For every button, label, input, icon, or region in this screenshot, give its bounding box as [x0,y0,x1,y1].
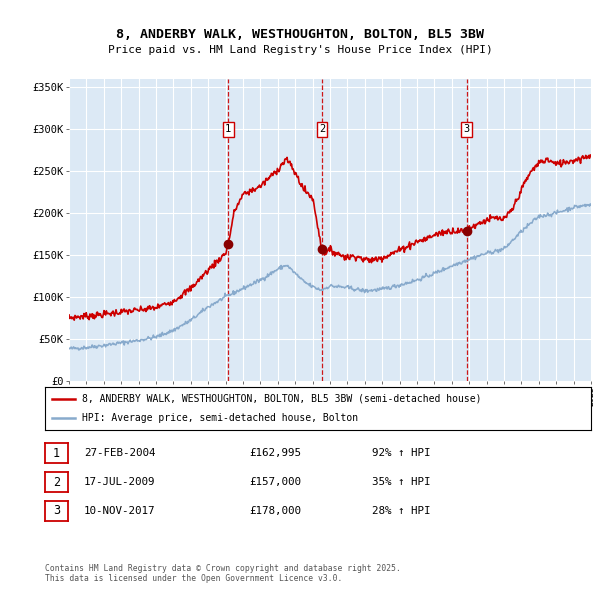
Text: 1: 1 [225,124,232,135]
Text: 8, ANDERBY WALK, WESTHOUGHTON, BOLTON, BL5 3BW: 8, ANDERBY WALK, WESTHOUGHTON, BOLTON, B… [116,28,484,41]
Text: Price paid vs. HM Land Registry's House Price Index (HPI): Price paid vs. HM Land Registry's House … [107,45,493,54]
Text: 35% ↑ HPI: 35% ↑ HPI [372,477,431,487]
Text: HPI: Average price, semi-detached house, Bolton: HPI: Average price, semi-detached house,… [82,413,358,423]
Text: 27-FEB-2004: 27-FEB-2004 [84,448,155,458]
Text: £178,000: £178,000 [249,506,301,516]
Text: 28% ↑ HPI: 28% ↑ HPI [372,506,431,516]
Text: 17-JUL-2009: 17-JUL-2009 [84,477,155,487]
Text: 3: 3 [464,124,470,135]
Text: 3: 3 [53,504,60,517]
Text: 1: 1 [53,447,60,460]
Text: 92% ↑ HPI: 92% ↑ HPI [372,448,431,458]
Text: 10-NOV-2017: 10-NOV-2017 [84,506,155,516]
Text: 2: 2 [53,476,60,489]
Text: £157,000: £157,000 [249,477,301,487]
Text: Contains HM Land Registry data © Crown copyright and database right 2025.
This d: Contains HM Land Registry data © Crown c… [45,563,401,583]
Text: 2: 2 [319,124,325,135]
Text: 8, ANDERBY WALK, WESTHOUGHTON, BOLTON, BL5 3BW (semi-detached house): 8, ANDERBY WALK, WESTHOUGHTON, BOLTON, B… [82,394,482,404]
Text: £162,995: £162,995 [249,448,301,458]
